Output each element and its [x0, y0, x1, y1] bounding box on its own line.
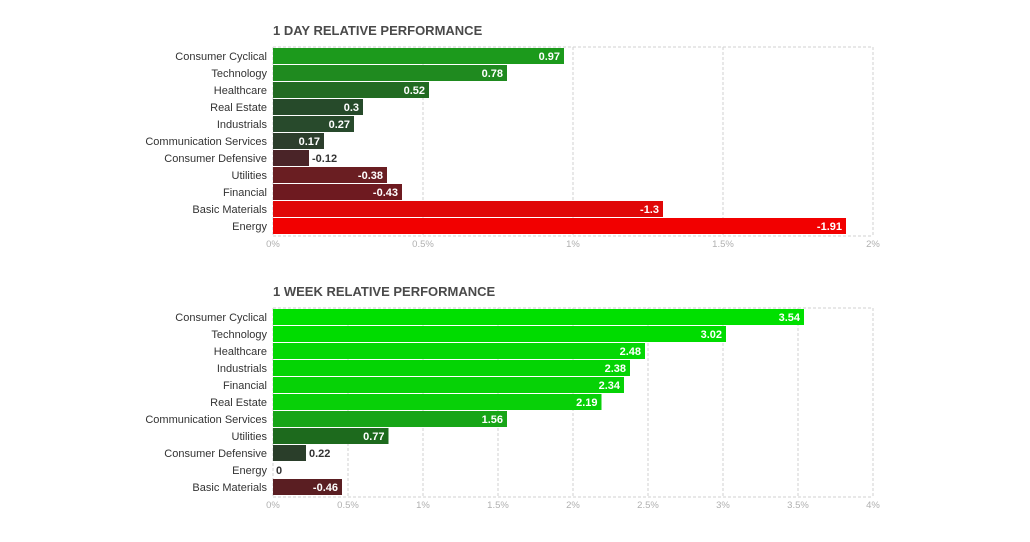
week-bar: [273, 479, 342, 495]
day-value-label: 0.78: [482, 68, 503, 80]
week-bar: [273, 428, 389, 444]
day-bar: [273, 48, 564, 64]
week-category-label: Technology: [211, 329, 267, 341]
week-bar: [273, 326, 726, 342]
week-value-label: 2.19: [576, 397, 597, 409]
day-bar: [273, 82, 429, 98]
week-x-tick-label: 2.5%: [637, 500, 659, 511]
day-x-tick-label: 1%: [566, 239, 580, 250]
week-bar: [273, 377, 624, 393]
week-x-tick-label: 3%: [716, 500, 730, 511]
week-category-label: Industrials: [217, 363, 268, 375]
week-x-tick-label: 1%: [416, 500, 430, 511]
day-value-label: -0.12: [312, 153, 337, 165]
day-value-label: 0.52: [404, 85, 425, 97]
day-bar: [273, 133, 324, 149]
day-x-tick-label: 1.5%: [712, 239, 734, 250]
day-value-label: 0.3: [344, 102, 359, 114]
week-value-label: -0.46: [313, 482, 338, 494]
week-bar: [273, 411, 507, 427]
week-value-label: 3.54: [779, 312, 801, 324]
day-value-label: 0.17: [299, 136, 320, 148]
week-chart-title: 1 WEEK RELATIVE PERFORMANCE: [273, 284, 496, 299]
week-x-tick-label: 1.5%: [487, 500, 509, 511]
day-category-label: Financial: [223, 187, 267, 199]
day-bar: [273, 167, 387, 183]
day-category-label: Real Estate: [210, 102, 267, 114]
week-bar: [273, 360, 630, 376]
week-category-label: Communication Services: [145, 414, 267, 426]
week-category-label: Energy: [232, 465, 267, 477]
day-bar: [273, 65, 507, 81]
day-category-label: Healthcare: [214, 85, 267, 97]
day-category-label: Consumer Cyclical: [175, 51, 267, 63]
week-x-tick-label: 0.5%: [337, 500, 359, 511]
week-value-label: 2.48: [620, 346, 641, 358]
week-category-label: Healthcare: [214, 346, 267, 358]
week-category-label: Utilities: [232, 431, 268, 443]
day-category-label: Consumer Defensive: [164, 153, 267, 165]
week-bar: [273, 394, 602, 410]
day-bar: [273, 99, 363, 115]
day-value-label: -0.38: [358, 170, 383, 182]
day-category-label: Utilities: [232, 170, 268, 182]
day-value-label: -0.43: [373, 187, 398, 199]
day-x-tick-label: 0.5%: [412, 239, 434, 250]
week-value-label: 0: [276, 465, 282, 477]
week-value-label: 0.77: [363, 431, 384, 443]
day-category-label: Basic Materials: [192, 204, 267, 216]
week-bar: [273, 309, 804, 325]
week-category-label: Consumer Defensive: [164, 448, 267, 460]
day-bar: [273, 116, 354, 132]
day-value-label: -1.3: [640, 204, 659, 216]
week-x-tick-label: 4%: [866, 500, 880, 511]
day-chart-title: 1 DAY RELATIVE PERFORMANCE: [273, 23, 483, 38]
day-value-label: 0.27: [329, 119, 350, 131]
week-category-label: Consumer Cyclical: [175, 312, 267, 324]
day-bar: [273, 218, 846, 234]
day-category-label: Industrials: [217, 119, 268, 131]
day-x-tick-label: 2%: [866, 239, 880, 250]
week-category-label: Basic Materials: [192, 482, 267, 494]
week-bar: [273, 343, 645, 359]
day-bar: [273, 150, 309, 166]
week-x-tick-label: 3.5%: [787, 500, 809, 511]
week-category-label: Real Estate: [210, 397, 267, 409]
day-bar: [273, 201, 663, 217]
day-value-label: 0.97: [539, 51, 560, 63]
day-performance-chart: 0% 0.5% 1% 1.5% 2% Consumer Cyclical 0.97 Techn…: [145, 46, 880, 250]
week-value-label: 2.34: [599, 380, 621, 392]
day-x-tick-label: 0%: [266, 239, 280, 250]
week-value-label: 3.02: [701, 329, 722, 341]
week-bar: [273, 445, 306, 461]
week-x-tick-label: 0%: [266, 500, 280, 511]
day-category-label: Communication Services: [145, 136, 267, 148]
week-value-label: 0.22: [309, 448, 330, 460]
day-category-label: Energy: [232, 221, 267, 233]
day-value-label: -1.91: [817, 221, 842, 233]
week-value-label: 2.38: [605, 363, 626, 375]
day-category-label: Technology: [211, 68, 267, 80]
day-bar: [273, 184, 402, 200]
week-category-label: Financial: [223, 380, 267, 392]
week-x-tick-label: 2%: [566, 500, 580, 511]
week-value-label: 1.56: [482, 414, 503, 426]
